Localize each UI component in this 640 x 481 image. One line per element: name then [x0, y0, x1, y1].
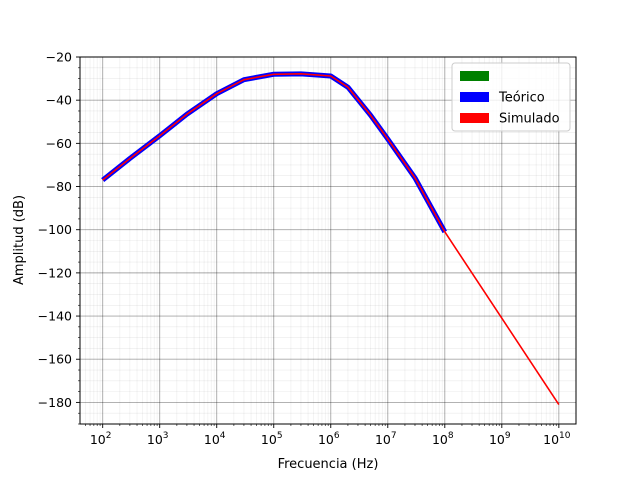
- x-axis-ticks: 102 103 104 105 106 107 108 109 1010: [85, 424, 571, 447]
- x-tick-label: 106: [318, 431, 340, 447]
- y-tick-label: −120: [38, 265, 72, 280]
- x-tick-label: 1010: [543, 431, 571, 447]
- y-tick-label: −160: [38, 352, 72, 367]
- legend-label: Teórico: [498, 91, 545, 106]
- y-axis-label: Amplitud (dB): [12, 195, 27, 285]
- legend-swatch: [460, 71, 489, 81]
- x-tick-label: 103: [147, 431, 169, 447]
- series-line-simulado: [102, 73, 560, 406]
- y-tick-label: −60: [46, 136, 72, 151]
- y-tick-label: −80: [46, 179, 72, 194]
- x-tick-label: 102: [90, 431, 112, 447]
- legend-swatch: [460, 92, 489, 102]
- legend-swatch: [460, 113, 489, 123]
- legend: Teórico Simulado: [451, 62, 571, 132]
- x-tick-label: 109: [489, 431, 511, 447]
- y-tick-label: −20: [46, 50, 72, 65]
- series-layer: [101, 71, 560, 406]
- y-tick-label: −40: [46, 93, 72, 108]
- x-tick-label: 107: [375, 431, 397, 447]
- legend-label: Simulado: [499, 112, 560, 127]
- y-tick-label: −100: [38, 222, 72, 237]
- x-tick-label: 104: [204, 431, 226, 447]
- x-axis-label: Frecuencia (Hz): [278, 457, 379, 472]
- y-tick-label: −140: [38, 309, 72, 324]
- x-tick-label: 108: [432, 431, 454, 447]
- x-tick-label: 105: [261, 431, 283, 447]
- y-axis-ticks: −20 −40 −60 −80 −100 −120 −140 −160 −180: [38, 50, 80, 425]
- y-tick-label: −180: [38, 395, 72, 410]
